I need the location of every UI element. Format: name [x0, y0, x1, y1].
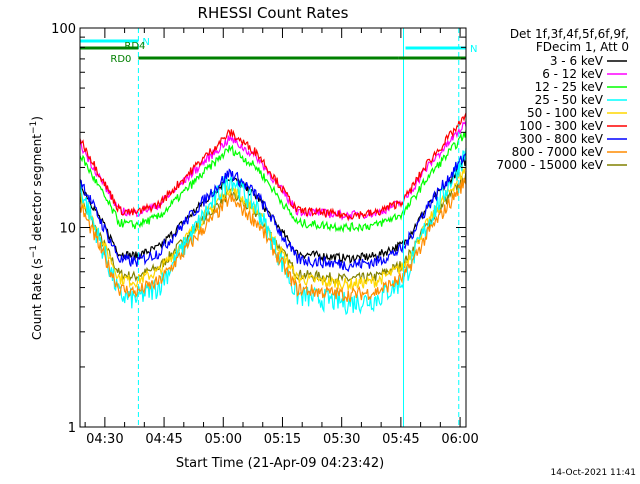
y-tick-label: 100	[51, 22, 76, 37]
legend-label: 100 - 300 keV	[519, 119, 603, 133]
y-axis-label: Count Rate (s−1 detector segment−1)	[29, 116, 44, 340]
legend: Det 1f,3f,4f,5f,6f,9f, FDecim 1, Att 0 3…	[496, 27, 629, 172]
x-tick-label: 05:15	[264, 432, 301, 447]
series-line	[79, 112, 467, 222]
annotation-layer: N N RD0 RD4	[80, 28, 477, 427]
legend-label: 50 - 100 keV	[527, 106, 604, 120]
state-bar-label: N	[470, 44, 477, 55]
y-tick-label: 1	[68, 421, 76, 436]
x-tick-label: 04:45	[145, 432, 182, 447]
chart-title: RHESSI Count Rates	[198, 4, 349, 22]
x-tick-label: 05:45	[382, 432, 419, 447]
legend-label: 12 - 25 keV	[535, 80, 604, 94]
footer-timestamp: 14-Oct-2021 11:41	[551, 468, 636, 478]
x-tick-label: 04:30	[86, 432, 123, 447]
trace-layer	[79, 112, 467, 316]
legend-header-line-2: FDecim 1, Att 0	[536, 40, 629, 54]
legend-label: 25 - 50 keV	[535, 93, 604, 107]
legend-label: 7000 - 15000 keV	[496, 158, 603, 172]
x-tick-label: 05:30	[323, 432, 360, 447]
state-bar-label: RD0	[110, 54, 131, 65]
x-tick-label: 06:00	[441, 432, 478, 447]
legend-label: 300 - 800 keV	[519, 132, 603, 146]
x-tick-label: 05:00	[205, 432, 242, 447]
x-axis-label: Start Time (21-Apr-09 04:23:42)	[176, 456, 384, 471]
series-line	[79, 129, 467, 234]
series-line	[79, 177, 467, 302]
legend-label: 6 - 12 keV	[542, 67, 604, 81]
legend-header-line-1: Det 1f,3f,4f,5f,6f,9f,	[510, 27, 629, 41]
state-bar-label: N	[142, 37, 149, 48]
legend-label: 800 - 7000 keV	[512, 145, 604, 159]
y-tick-label: 10	[59, 222, 76, 237]
series-line	[79, 152, 467, 273]
axes-layer: 1 10 100 04:30 04:45 05:00 05:15 05:30 05:45 06:0…	[51, 22, 479, 447]
state-bar-label: RD4	[124, 41, 145, 52]
legend-label: 3 - 6 keV	[550, 54, 604, 68]
